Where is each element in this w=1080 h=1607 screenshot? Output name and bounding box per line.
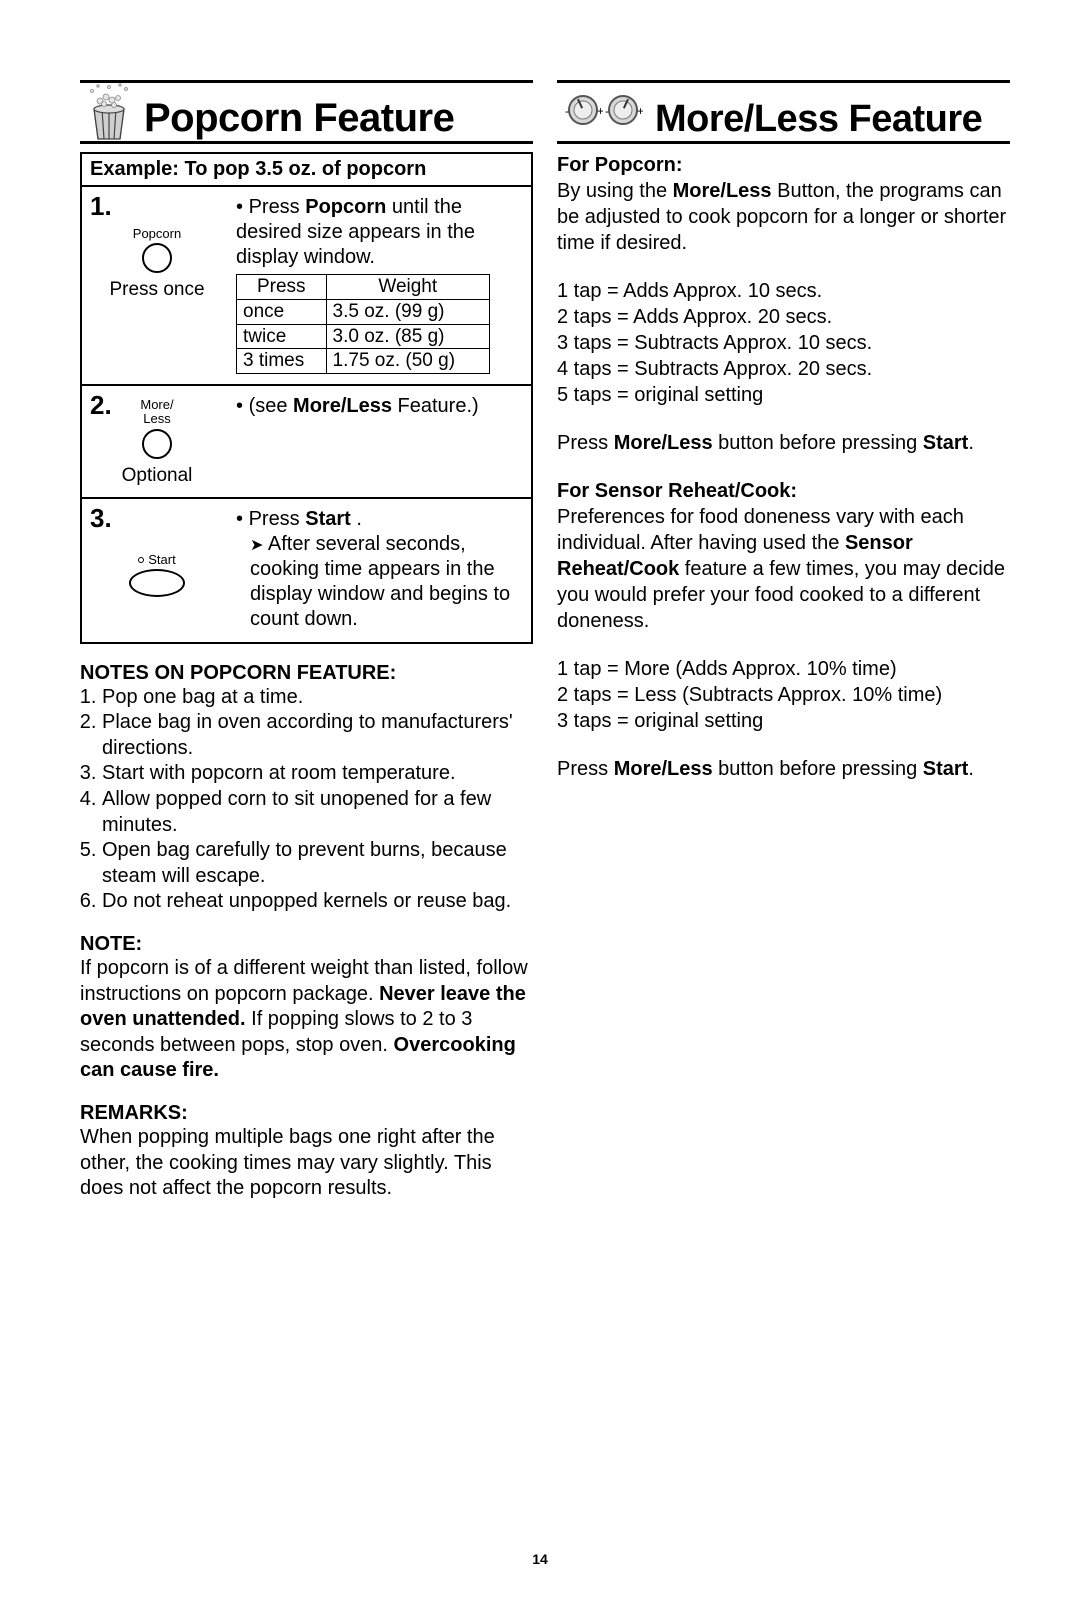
step3-arrow-line: After several seconds, cooking time appe… (236, 532, 525, 632)
cell: 1.75 oz. (50 g) (326, 349, 489, 374)
tap-line: 2 taps = Less (Subtracts Approx. 10% tim… (557, 682, 1010, 708)
step1-text-b: Popcorn (305, 196, 386, 218)
note-item: Pop one bag at a time. (102, 685, 533, 711)
cell: 3 times (237, 349, 327, 374)
p4b: More/Less (614, 758, 713, 780)
example-header: Example: To pop 3.5 oz. of popcorn (80, 152, 533, 187)
button-ellipse-icon (129, 569, 185, 597)
dial-minus-icon: - + (563, 90, 603, 135)
step-button-cell: 3. Start (82, 499, 232, 642)
button-label: More/ Less (140, 398, 173, 427)
step-description: Press Start . After several seconds, coo… (232, 499, 531, 642)
popcorn-feature-header: Popcorn Feature (80, 80, 533, 144)
p2b: More/Less (614, 432, 713, 454)
for-sensor-body: Preferences for food doneness vary with … (557, 504, 1010, 634)
page-number: 14 (0, 1551, 1080, 1567)
step-button-cell: 1. Popcorn Press once (82, 187, 232, 384)
step-number: 3. (90, 503, 112, 534)
step3-text-c: . (351, 508, 362, 530)
start-label-text: Start (148, 552, 175, 567)
p4e: . (968, 758, 974, 780)
remarks-body: When popping multiple bags one right aft… (80, 1125, 533, 1202)
step2-text-c: Feature.) (392, 395, 479, 417)
p1a: By using the (557, 180, 673, 202)
tap-line: 5 taps = original setting (557, 382, 1010, 408)
tap-line: 1 tap = Adds Approx. 10 secs. (557, 278, 1010, 304)
p4d: Start (923, 758, 969, 780)
button-label: Popcorn (133, 227, 181, 241)
press-weight-table: Press Weight once3.5 oz. (99 g) twice3.0… (236, 274, 490, 374)
for-popcorn-heading: For Popcorn: (557, 152, 1010, 178)
for-popcorn-body: By using the More/Less Button, the progr… (557, 178, 1010, 256)
step1-text-a: Press (249, 196, 306, 218)
p4c: button before pressing (713, 758, 923, 780)
tap-line: 3 taps = original setting (557, 708, 1010, 734)
note-item: Start with popcorn at room temperature. (102, 761, 533, 787)
button-circle-icon (142, 243, 172, 273)
button-label: Start (138, 553, 175, 567)
cell: 3.5 oz. (99 g) (326, 299, 489, 324)
step-number: 2. (90, 390, 112, 421)
button-caption: Optional (122, 465, 193, 487)
p2c: button before pressing (713, 432, 923, 454)
p1b: More/Less (673, 180, 772, 202)
svg-text:+: + (637, 104, 643, 118)
step3-text-a: Press (249, 508, 306, 530)
start-dot-icon (138, 557, 144, 563)
dial-plus-icon: - + (603, 90, 643, 135)
th-weight: Weight (326, 275, 489, 300)
button-circle-icon (142, 429, 172, 459)
p2a: Press (557, 432, 614, 454)
button-caption: Press once (109, 279, 204, 301)
step-button-cell: 2. More/ Less Optional (82, 386, 232, 497)
note2-body: If popcorn is of a different weight than… (80, 956, 533, 1084)
popcorn-bucket-icon (80, 83, 138, 141)
for-sensor-heading: For Sensor Reheat/Cook: (557, 478, 1010, 504)
remarks-heading: REMARKS: (80, 1102, 533, 1125)
tap-line: 1 tap = More (Adds Approx. 10% time) (557, 656, 1010, 682)
cell: once (237, 299, 327, 324)
moreless-feature-title: More/Less Feature (655, 98, 982, 141)
page-columns: Popcorn Feature Example: To pop 3.5 oz. … (80, 80, 1010, 1202)
popcorn-button-graphic: Popcorn Press once (90, 227, 224, 301)
step-row-1: 1. Popcorn Press once Press Popcorn unti… (82, 187, 531, 386)
taps-list-1: 1 tap = Adds Approx. 10 secs. 2 taps = A… (557, 278, 1010, 408)
cell: twice (237, 324, 327, 349)
cell: 3.0 oz. (85 g) (326, 324, 489, 349)
start-button-graphic: Start (90, 553, 224, 597)
tap-line: 2 taps = Adds Approx. 20 secs. (557, 304, 1010, 330)
tap-line: 4 taps = Subtracts Approx. 20 secs. (557, 356, 1010, 382)
moreless-feature-header: - + - + More/ (557, 80, 1010, 144)
note-item: Allow popped corn to sit unopened for a … (102, 787, 533, 838)
p2e: . (968, 432, 974, 454)
p2d: Start (923, 432, 969, 454)
step-row-3: 3. Start Press Start . After several sec… (82, 499, 531, 642)
press-before-start-2: Press More/Less button before pressing S… (557, 756, 1010, 782)
step2-text-a: (see (249, 395, 293, 417)
note-item: Open bag carefully to prevent burns, bec… (102, 838, 533, 889)
taps-list-2: 1 tap = More (Adds Approx. 10% time) 2 t… (557, 656, 1010, 734)
popcorn-feature-title: Popcorn Feature (144, 96, 454, 141)
step-row-2: 2. More/ Less Optional (see More/Less Fe… (82, 386, 531, 499)
note-item: Do not reheat unpopped kernels or reuse … (102, 889, 533, 915)
p4a: Press (557, 758, 614, 780)
step-description: Press Popcorn until the desired size app… (232, 187, 531, 384)
dial-icons-wrap: - + - + (557, 83, 649, 141)
right-column: - + - + More/ (557, 80, 1010, 1202)
step-description: (see More/Less Feature.) (232, 386, 531, 497)
note-item: Place bag in oven according to manufactu… (102, 710, 533, 761)
step3-text-b: Start (305, 508, 351, 530)
step3-arrow-text: After several seconds, cooking time appe… (250, 533, 510, 630)
left-column: Popcorn Feature Example: To pop 3.5 oz. … (80, 80, 533, 1202)
step-number: 1. (90, 191, 112, 222)
th-press: Press (237, 275, 327, 300)
step2-text-b: More/Less (293, 395, 392, 417)
tap-line: 3 taps = Subtracts Approx. 10 secs. (557, 330, 1010, 356)
steps-table: 1. Popcorn Press once Press Popcorn unti… (80, 185, 533, 644)
press-before-start-1: Press More/Less button before pressing S… (557, 430, 1010, 456)
notes-heading: NOTES ON POPCORN FEATURE: (80, 662, 533, 685)
notes-list: Pop one bag at a time. Place bag in oven… (80, 685, 533, 915)
note2-heading: NOTE: (80, 933, 533, 956)
